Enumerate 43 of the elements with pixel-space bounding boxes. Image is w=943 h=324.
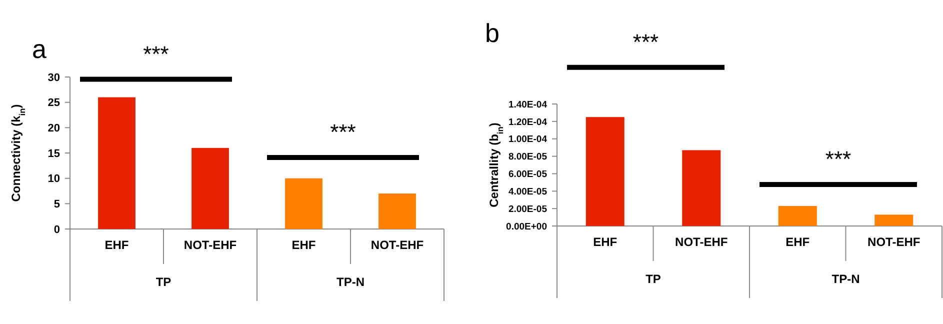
- significance-bracket: ***: [80, 41, 232, 82]
- bar: [586, 117, 624, 226]
- x-tick-label: EHF: [593, 235, 618, 249]
- chart-title: b: [485, 18, 500, 48]
- x-tick-label: NOT-EHF: [370, 238, 424, 252]
- annotation: ***: [330, 120, 356, 145]
- y-tick-label: 1.40E-04: [508, 99, 548, 110]
- y-tick-label: 15: [48, 148, 60, 160]
- bar: [192, 148, 229, 229]
- significance-bracket: ***: [267, 120, 419, 160]
- y-tick-label: 1.20E-04: [508, 116, 548, 128]
- x-tick-label: EHF: [786, 235, 810, 249]
- bar: [682, 150, 721, 226]
- y-tick-label: 5: [54, 198, 60, 211]
- y-tick-label: 4.00E-05: [508, 186, 548, 198]
- bar: [378, 194, 416, 229]
- text: TP: [646, 272, 661, 286]
- x-tick-label: NOT-EHF: [184, 238, 237, 252]
- y-tick-label: 0.00E+00: [506, 221, 547, 232]
- y-tick-label: 1.00E-04: [508, 134, 548, 146]
- y-tick-label: 0: [54, 224, 60, 236]
- text: TP-N: [832, 272, 860, 286]
- x-tick-label: NOT-EHF: [868, 235, 920, 249]
- significance-bracket: ***: [760, 146, 917, 188]
- chart-title: a: [32, 34, 47, 64]
- y-tick-label: 6.00E-05: [508, 169, 548, 180]
- y-tick-label: 2.00E-05: [508, 204, 548, 215]
- bar: [285, 178, 322, 229]
- y-tick-label: 10: [48, 173, 60, 186]
- annotation: ***: [825, 146, 852, 172]
- bar: [98, 97, 136, 229]
- y-tick-label: 30: [48, 72, 60, 84]
- text: TP-N: [336, 275, 364, 289]
- significance-bracket: ***: [567, 29, 724, 70]
- y-tick-label: 25: [48, 97, 60, 110]
- bar: [874, 214, 914, 226]
- x-tick-label: NOT-EHF: [675, 235, 728, 249]
- text: TP: [156, 275, 172, 289]
- x-tick-label: EHF: [104, 238, 129, 252]
- y-tick-label: 8.00E-05: [508, 152, 548, 163]
- y-tick-label: 20: [48, 122, 60, 135]
- bar: [778, 206, 817, 226]
- x-tick-label: EHF: [292, 238, 316, 252]
